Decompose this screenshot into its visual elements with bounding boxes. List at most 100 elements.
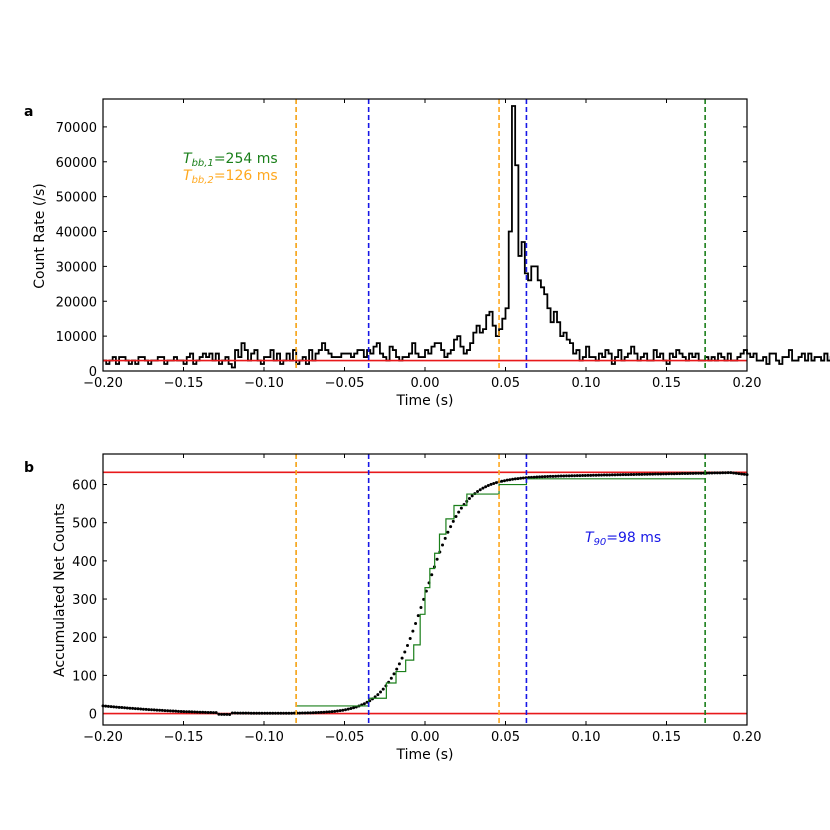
accumulated-count-point <box>120 706 124 710</box>
accumulated-count-point <box>163 709 167 713</box>
accumulated-count-point <box>594 473 598 477</box>
accumulated-count-point <box>136 707 140 711</box>
accumulated-count-point <box>395 667 399 671</box>
accumulated-count-point <box>311 711 315 715</box>
accumulated-count-point <box>193 710 197 714</box>
accumulated-count-point <box>403 650 407 654</box>
accumulated-count-point <box>381 687 385 691</box>
accumulated-count-point <box>174 709 178 713</box>
panel-b-plot: b −0.20 −0.15 −0.10 −0.05 0.00 0.05 0.10 0.15 0.… <box>24 453 761 763</box>
accumulated-count-point <box>290 711 294 715</box>
accumulated-count-point <box>419 606 423 610</box>
accumulated-count-point <box>573 474 577 478</box>
accumulated-count-point <box>125 706 129 710</box>
accumulated-count-point <box>632 472 636 476</box>
panel-b-ytick-label: 600 <box>72 479 97 494</box>
panel-a-ylabel: Count Rate (/s) <box>32 183 48 289</box>
panel-a-plot: a −0.20 −0.15 −0.10 −0.05 0.00 0.05 0.10 0.15 0.… <box>24 98 830 409</box>
panel-a-xtick-label: −0.10 <box>244 376 284 391</box>
panel-a-xlabel: Time (s) <box>396 393 454 409</box>
accumulated-count-point <box>279 711 283 715</box>
accumulated-count-point <box>635 472 639 476</box>
accumulated-count-point <box>691 471 695 475</box>
t90-annotation-value: =98 ms <box>606 530 661 546</box>
panel-b-xtick-label: 0.00 <box>411 730 440 745</box>
accumulated-count-point <box>349 707 353 711</box>
accumulated-count-point <box>273 711 277 715</box>
accumulated-count-point <box>540 475 544 479</box>
bb1-annotation: Tbb,1=254 ms <box>183 151 278 169</box>
bb2-annotation: Tbb,2=126 ms <box>183 168 278 186</box>
panel-a-plot-area: −0.20 −0.15 −0.10 −0.05 0.00 0.05 0.10 0.15 0.20… <box>56 98 830 391</box>
panel-b-label: b <box>24 460 34 476</box>
panel-a-ytick-label: 20000 <box>56 295 97 310</box>
accumulated-count-point <box>516 477 520 481</box>
accumulated-count-point <box>306 711 310 715</box>
accumulated-count-point <box>454 515 458 519</box>
t90-annotation: T90=98 ms <box>585 530 661 548</box>
accumulated-count-point <box>651 472 655 476</box>
accumulated-count-point <box>511 477 515 481</box>
accumulated-count-point <box>284 711 288 715</box>
accumulated-count-point <box>228 712 232 716</box>
accumulated-count-point <box>667 472 671 476</box>
accumulated-count-point <box>742 472 746 476</box>
accumulated-count-point <box>715 471 719 475</box>
accumulated-count-point <box>610 473 614 477</box>
accumulated-count-point <box>519 476 523 480</box>
accumulated-count-point <box>376 693 380 697</box>
accumulated-count-point <box>276 711 280 715</box>
accumulated-count-point <box>230 711 234 715</box>
accumulated-count-point <box>613 473 617 477</box>
accumulated-count-point <box>686 471 690 475</box>
accumulated-count-point <box>637 472 641 476</box>
accumulated-count-point <box>529 475 533 479</box>
panel-a-xtick-label: −0.15 <box>164 376 204 391</box>
accumulated-count-point <box>546 475 550 479</box>
accumulated-count-point <box>659 472 663 476</box>
accumulated-count-point <box>341 708 345 712</box>
accumulated-count-point <box>602 473 606 477</box>
accumulated-count-point <box>139 707 143 711</box>
panel-a-xtick-label: 0.15 <box>652 376 681 391</box>
accumulated-count-point <box>260 711 264 715</box>
accumulated-count-point <box>699 471 703 475</box>
accumulated-count-point <box>653 472 657 476</box>
accumulated-count-point <box>597 473 601 477</box>
accumulated-count-point <box>244 711 248 715</box>
accumulated-count-point <box>694 471 698 475</box>
accumulated-count-point <box>141 707 145 711</box>
accumulated-count-point <box>344 708 348 712</box>
accumulated-count-point <box>564 474 568 478</box>
accumulated-count-point <box>182 710 186 714</box>
accumulated-count-point <box>688 471 692 475</box>
accumulated-count-point <box>446 530 450 534</box>
accumulated-count-point <box>287 711 291 715</box>
accumulated-count-point <box>187 710 191 714</box>
panel-b-ytick-label: 100 <box>72 669 97 684</box>
bb1-annotation-symbol: T <box>183 151 193 167</box>
t90-annotation-subscript: 90 <box>594 537 607 548</box>
accumulated-count-point <box>292 711 296 715</box>
accumulated-count-point <box>656 472 660 476</box>
accumulated-count-point <box>128 706 132 710</box>
accumulated-count-point <box>257 711 261 715</box>
accumulated-count-point <box>554 474 558 478</box>
accumulated-count-point <box>729 471 733 475</box>
accumulated-count-point <box>605 473 609 477</box>
accumulated-count-point <box>365 700 369 704</box>
accumulated-count-point <box>217 712 221 716</box>
accumulated-count-point <box>362 702 366 706</box>
accumulated-count-point <box>664 472 668 476</box>
accumulated-count-point <box>179 709 183 713</box>
accumulated-count-point <box>457 510 461 514</box>
panel-a-ytick-label: 30000 <box>56 260 97 275</box>
panel-b-xtick-label: −0.15 <box>164 730 204 745</box>
accumulated-count-point <box>338 709 342 713</box>
accumulated-count-point <box>220 712 224 716</box>
accumulated-count-point <box>578 474 582 478</box>
panel-b-ytick-label: 0 <box>89 708 97 723</box>
accumulated-count-point <box>451 519 455 523</box>
accumulated-count-point <box>449 525 453 529</box>
accumulated-count-point <box>567 474 571 478</box>
